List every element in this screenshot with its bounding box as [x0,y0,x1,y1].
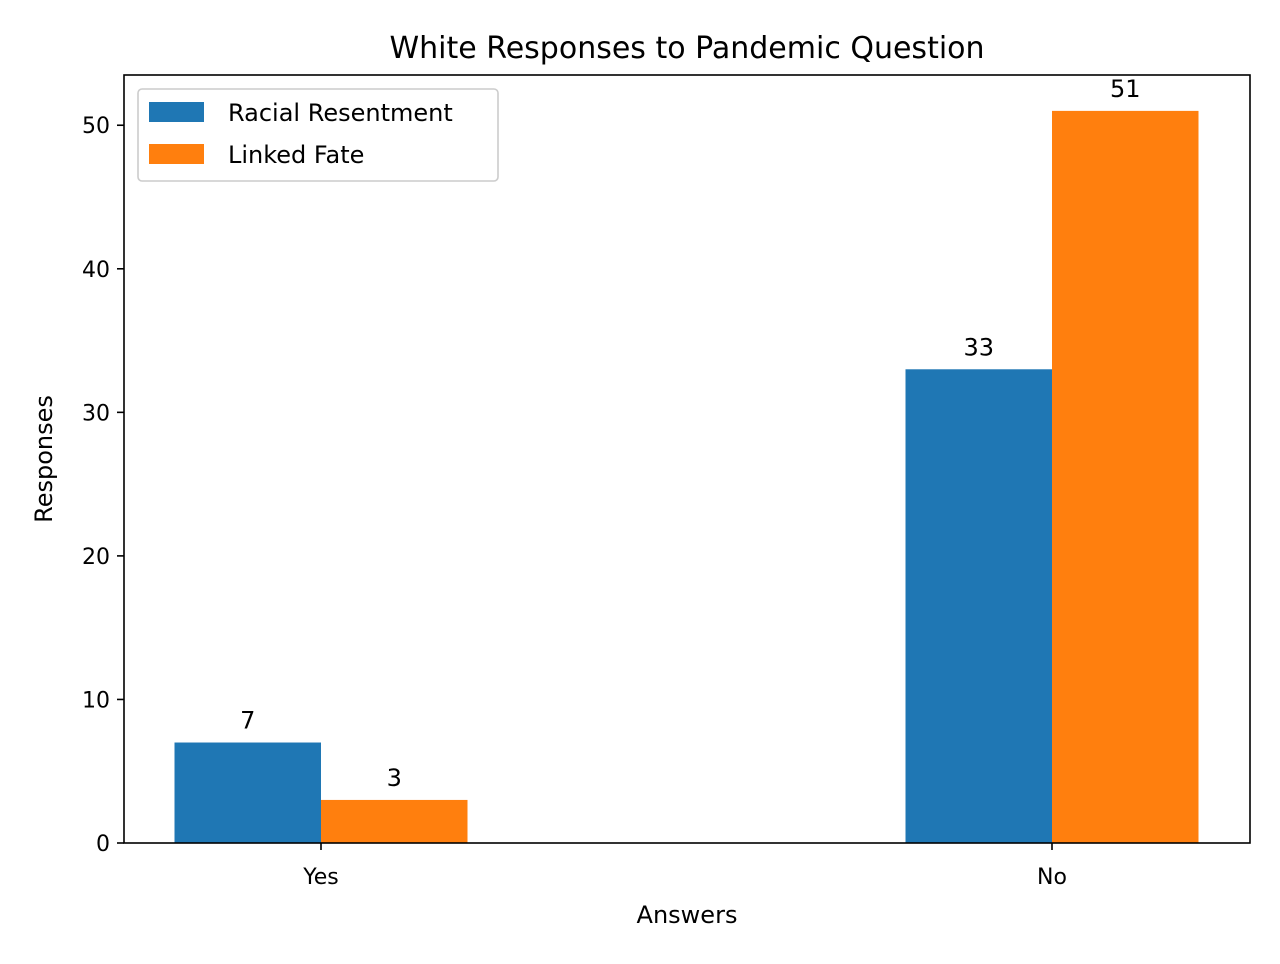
bars-group [174,110,1199,844]
bar-value-label: 51 [1110,75,1141,103]
chart-title: White Responses to Pandemic Question [389,31,984,66]
legend-entry-label: Racial Resentment [228,99,453,127]
bar-value-label: 33 [963,333,994,361]
y-tick-label: 20 [82,545,110,570]
axes-frame [123,74,1251,844]
legend-box [137,88,499,182]
y-tick-label: 30 [82,401,110,426]
bar-yes-series-1 [321,799,468,843]
legend-swatch [149,102,204,122]
x-axis-ticks: Yes No [302,843,1067,890]
bar-value-label: 7 [240,707,255,735]
y-axis-label: Responses [30,395,58,523]
y-axis-ticks: 0 10 20 30 40 50 [82,114,124,857]
legend-swatch [149,144,204,164]
y-tick-label: 50 [82,114,110,139]
y-tick-label: 0 [96,832,110,857]
bar-yes-series-0 [174,742,321,843]
legend: Racial Resentment Linked Fate [137,88,499,182]
y-tick-label: 40 [82,258,110,283]
bar-value-label: 3 [387,764,402,792]
x-tick-label: Yes [302,865,339,890]
bar-no-series-0 [905,369,1052,843]
bar-no-series-1 [1052,110,1199,844]
x-tick-label: No [1037,865,1067,890]
y-tick-label: 10 [82,688,110,713]
legend-entry-label: Linked Fate [228,141,364,169]
x-axis-label: Answers [637,901,738,929]
